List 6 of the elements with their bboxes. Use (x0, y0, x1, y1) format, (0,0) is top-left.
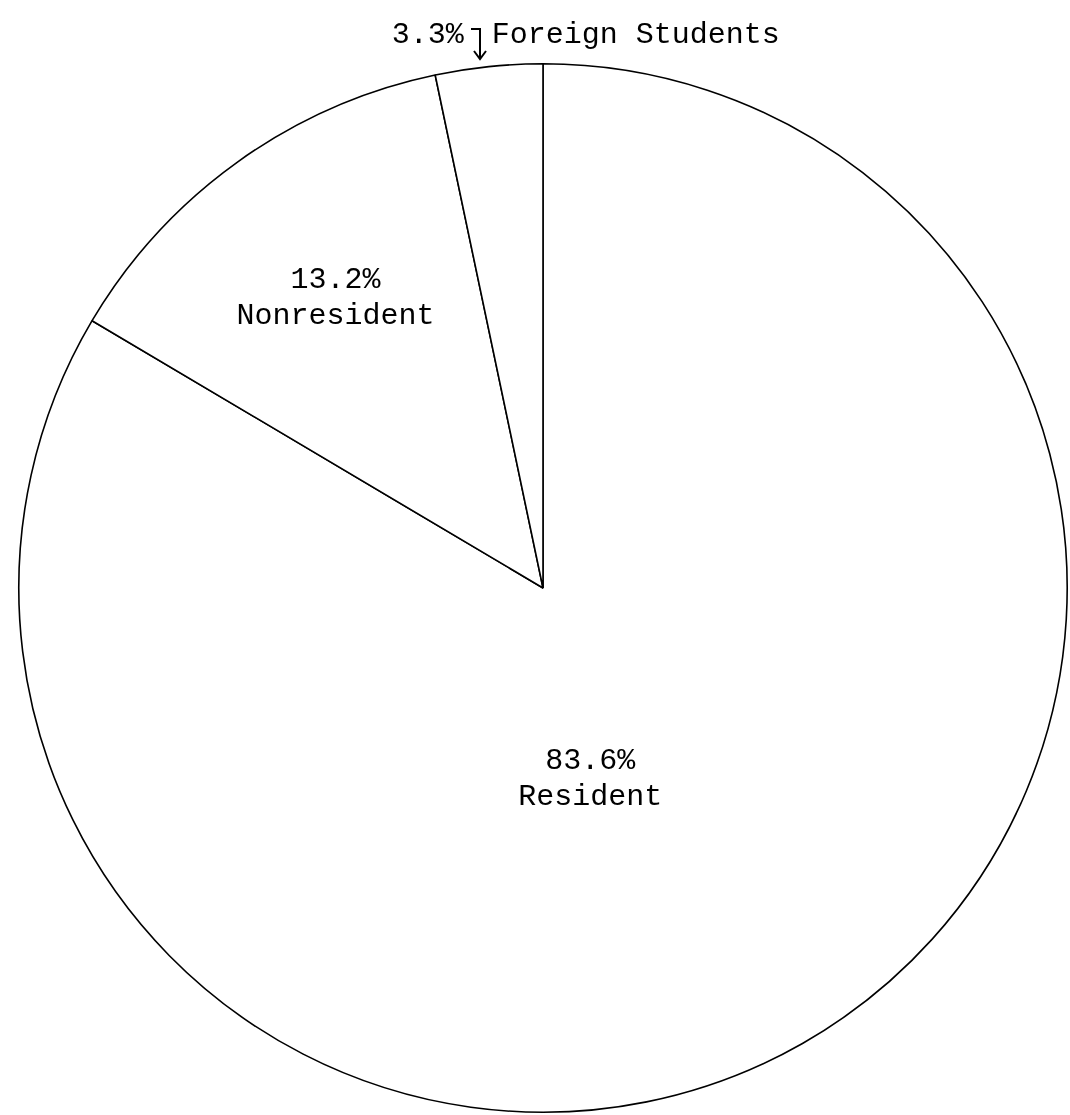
slice-label: Resident (518, 780, 663, 815)
data-label: 83.6% (545, 744, 637, 779)
data-label: 13.2% (290, 263, 382, 298)
data-label: 3.3% (391, 17, 465, 52)
slice-label: Nonresident (236, 299, 435, 334)
legend-label: Foreign Students (491, 17, 780, 52)
